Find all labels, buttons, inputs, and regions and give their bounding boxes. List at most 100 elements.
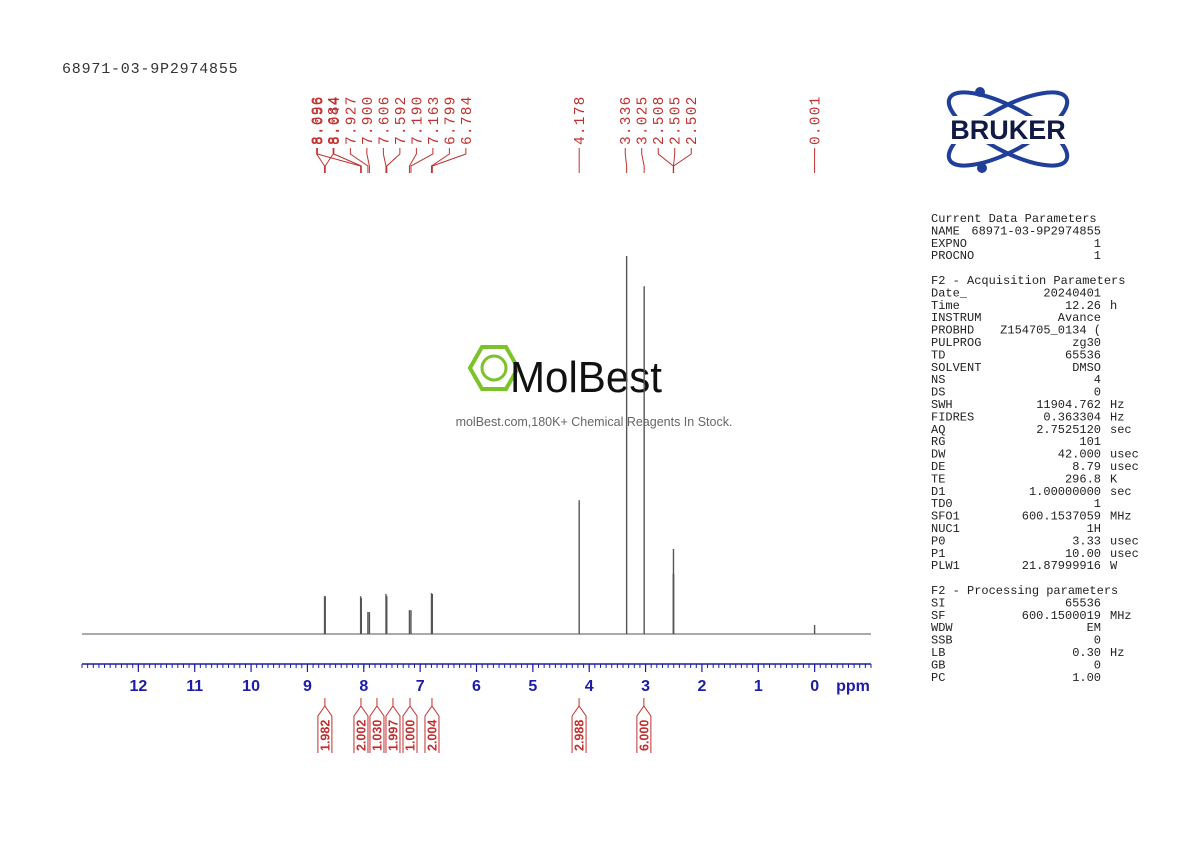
peak-label-leader	[657, 148, 674, 173]
peak-label-leader	[382, 148, 387, 173]
parameter-value: zg30	[1072, 336, 1101, 350]
parameter-value: 1	[1094, 497, 1101, 511]
parameter-name: Date_	[931, 286, 968, 300]
parameter-value: Z154705_0134 (	[1000, 324, 1101, 338]
parameter-section-title: Current Data Parameters	[931, 212, 1097, 226]
parameter-value: 10.00	[1065, 547, 1101, 561]
integral-bracket	[636, 698, 652, 753]
parameter-value: 65536	[1065, 596, 1101, 610]
x-tick-label: 1	[754, 678, 763, 695]
peak-label: 7.592	[394, 95, 410, 145]
parameter-value: 65536	[1065, 348, 1101, 362]
parameter-name: SI	[931, 596, 945, 610]
parameter-value: 0.30	[1072, 646, 1101, 660]
logo-band	[926, 116, 1090, 144]
parameter-value: 8.79	[1072, 460, 1101, 474]
logo-orbit	[946, 90, 1070, 168]
parameter-name: DS	[931, 386, 945, 400]
watermark-hexagon	[467, 345, 521, 391]
peak-label: 8.684	[327, 95, 343, 145]
x-tick-label: 3	[641, 678, 650, 695]
integral-bracket	[424, 698, 440, 753]
peak-label-leader	[410, 148, 434, 173]
parameter-value: 600.1537059	[1022, 510, 1101, 524]
parameter-value: 21.87999916	[1022, 559, 1101, 573]
logo-text: BRUKER	[950, 115, 1066, 145]
peak-label: 3.025	[636, 95, 652, 145]
parameter-name: SOLVENT	[931, 361, 981, 375]
watermark-tagline: molBest.com,180K+ Chemical Reagents In S…	[456, 415, 733, 429]
parameter-value: 296.8	[1065, 472, 1101, 486]
peak-label: 8.056	[311, 95, 327, 145]
parameter-name: INSTRUM	[931, 311, 981, 325]
parameter-name: NS	[931, 373, 945, 387]
parameter-name: PROCNO	[931, 249, 974, 263]
peak-label: 8.044	[328, 95, 344, 145]
parameter-value: 1.00	[1072, 671, 1101, 685]
parameter-name: DE	[931, 460, 945, 474]
parameter-value: 0	[1094, 658, 1101, 672]
parameter-name: EXPNO	[931, 237, 967, 251]
peak-label: 2.505	[669, 95, 685, 145]
sample-id: 68971-03-9P2974855	[62, 61, 238, 78]
parameter-name: PC	[931, 671, 945, 685]
logo-orbit	[946, 90, 1070, 168]
parameter-section-title: F2 - Processing parameters	[931, 584, 1118, 598]
parameter-name: TD	[931, 348, 945, 362]
x-tick-label: 11	[186, 678, 203, 695]
parameter-name: RG	[931, 435, 945, 449]
peak-label: 8.696	[311, 95, 327, 145]
peak-label-leader	[430, 148, 450, 173]
peak-label: 2.502	[685, 95, 701, 145]
watermark: MolBest molBest.com,180K+ Chemical Reage…	[456, 345, 733, 429]
peak-label-leader	[324, 148, 334, 173]
x-tick-label: 5	[528, 678, 537, 695]
integral-label: 1.000	[403, 720, 417, 751]
parameter-value: 2.7525120	[1036, 423, 1101, 437]
parameter-unit: K	[1110, 472, 1118, 486]
parameter-unit: MHz	[1110, 510, 1132, 524]
parameter-value: DMSO	[1072, 361, 1101, 375]
parameter-value: 1.00000000	[1029, 485, 1101, 499]
peak-label: 7.927	[344, 95, 360, 145]
parameter-name: P1	[931, 547, 945, 561]
parameter-name: PLW1	[931, 559, 960, 573]
parameter-name: PULPROG	[931, 336, 981, 350]
integral-label: 6.000	[637, 720, 651, 751]
peak-label-leader	[366, 148, 370, 173]
integral-bracket	[317, 698, 333, 753]
integral-label: 2.988	[573, 720, 587, 751]
parameter-name: NAME	[931, 224, 960, 238]
peak-label-leader	[431, 148, 467, 173]
watermark-ring	[480, 354, 508, 382]
parameter-value: 68971-03-9P2974855	[971, 224, 1101, 238]
parameter-unit: usec	[1110, 460, 1139, 474]
peak-label-leader	[316, 148, 362, 173]
integral-bracket	[369, 698, 385, 753]
parameter-value: 0	[1094, 634, 1101, 648]
peak-label: 7.900	[361, 95, 377, 145]
peak-label: 0.001	[809, 95, 825, 145]
peak-label: 3.336	[619, 95, 635, 145]
watermark-brand: MolBest	[510, 353, 662, 402]
integral-bracket	[385, 698, 401, 753]
parameter-name: WDW	[931, 621, 953, 635]
integral-label: 2.002	[354, 720, 368, 751]
x-tick-label: 9	[303, 678, 312, 695]
bruker-logo: BRUKER	[926, 87, 1090, 173]
peak-label: 2.508	[652, 95, 668, 145]
parameter-unit: MHz	[1110, 609, 1132, 623]
parameter-value: 101	[1079, 435, 1101, 449]
parameter-value: 12.26	[1065, 299, 1101, 313]
x-tick-label: 6	[472, 678, 481, 695]
parameter-name: TD0	[931, 497, 953, 511]
parameter-name: DW	[931, 448, 946, 462]
parameter-name: GB	[931, 658, 945, 672]
peak-label: 7.163	[427, 95, 443, 145]
peak-label: 6.799	[443, 95, 459, 145]
integral-bracket	[571, 698, 587, 753]
parameter-unit: usec	[1110, 448, 1139, 462]
x-tick-label: 4	[585, 678, 594, 695]
